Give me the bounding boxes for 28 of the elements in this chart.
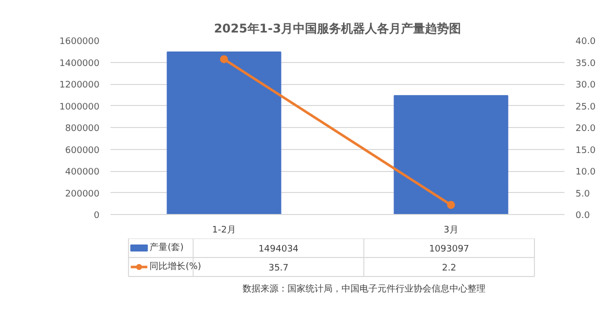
y2-tick-label: 20.0	[576, 124, 596, 134]
y-tick-label: 400000	[65, 168, 100, 178]
y-tick-label: 1000000	[59, 102, 100, 112]
y2-tick-label: 15.0	[576, 146, 596, 156]
y2-tick-label: 30.0	[576, 80, 596, 90]
data-label: 35.7	[268, 264, 289, 274]
y2-tick-label: 5.0	[576, 189, 590, 200]
y2-tick-label: 25.0	[576, 102, 596, 112]
legend-label: 产量(套)	[150, 242, 184, 253]
y-tick-label: 200000	[65, 189, 100, 200]
y2-tick-label: 35.0	[576, 58, 596, 69]
data-label: 1093097	[429, 244, 470, 254]
y-tick-label: 1600000	[59, 37, 100, 47]
source-note: 数据来源：国家统计局，中国电子元件行业协会信息中心整理	[242, 284, 486, 294]
y-tick-label: 1400000	[59, 58, 100, 69]
y-tick-label: 800000	[65, 124, 100, 134]
data-label: 2.2	[442, 264, 456, 274]
data-label: 1494034	[258, 244, 299, 254]
y-tick-label: 0	[94, 211, 100, 221]
y2-tick-label: 0.0	[576, 211, 590, 221]
legend-label: 同比增长(%)	[150, 261, 202, 272]
x-tick-label: 3月	[444, 226, 458, 236]
chart-title: 2025年1-3月中国服务机器人各月产量趋势图	[214, 22, 462, 36]
y-tick-label: 1200000	[59, 80, 100, 90]
y-tick-label: 600000	[65, 146, 100, 156]
x-tick-label: 1-2月	[212, 226, 236, 236]
y2-tick-label: 10.0	[576, 168, 596, 178]
y2-tick-label: 40.0	[576, 37, 596, 47]
